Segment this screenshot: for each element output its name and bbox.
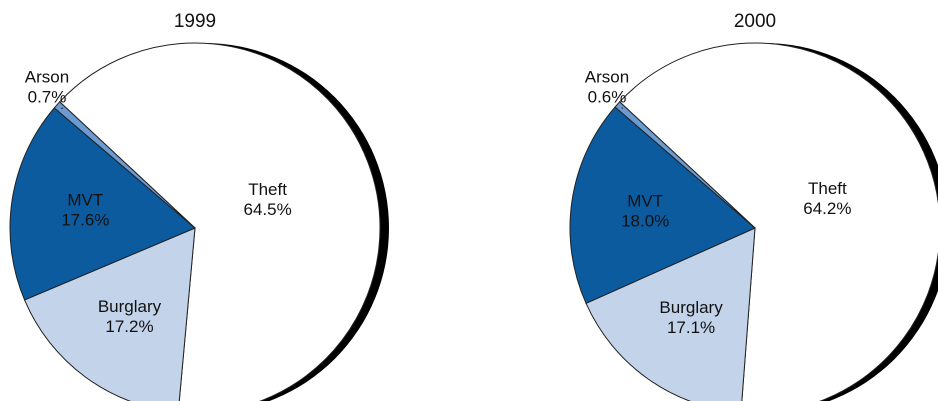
pie-slice bbox=[569, 106, 756, 304]
slice-label: Burglary bbox=[98, 297, 162, 316]
pie-slice bbox=[614, 101, 756, 229]
slice-label: Theft bbox=[248, 180, 287, 199]
slice-label: Arson bbox=[585, 67, 629, 86]
pie-slice bbox=[53, 101, 196, 229]
slice-label: Theft bbox=[808, 179, 847, 198]
slice-value: 64.2% bbox=[803, 199, 851, 218]
slice-value: 0.6% bbox=[588, 87, 627, 106]
slice-label: Arson bbox=[25, 67, 69, 86]
slice-label: MVT bbox=[627, 191, 663, 210]
slice-label: Burglary bbox=[659, 298, 723, 317]
chart-title: 1999 bbox=[174, 11, 216, 32]
pie-slice bbox=[58, 42, 381, 401]
slice-value: 17.1% bbox=[667, 318, 715, 337]
slice-value: 17.6% bbox=[61, 211, 109, 230]
slice-label: MVT bbox=[67, 191, 103, 210]
chart-title: 2000 bbox=[734, 11, 776, 32]
pie-slice bbox=[618, 42, 938, 401]
pie-slice bbox=[585, 227, 756, 401]
slice-value: 18.0% bbox=[621, 211, 669, 230]
leader-line bbox=[60, 107, 64, 110]
pie-slice bbox=[9, 107, 196, 301]
slice-value: 0.7% bbox=[28, 87, 67, 106]
slice-value: 64.5% bbox=[243, 200, 291, 219]
slice-value: 17.2% bbox=[105, 317, 153, 336]
pie-slice bbox=[23, 227, 196, 401]
